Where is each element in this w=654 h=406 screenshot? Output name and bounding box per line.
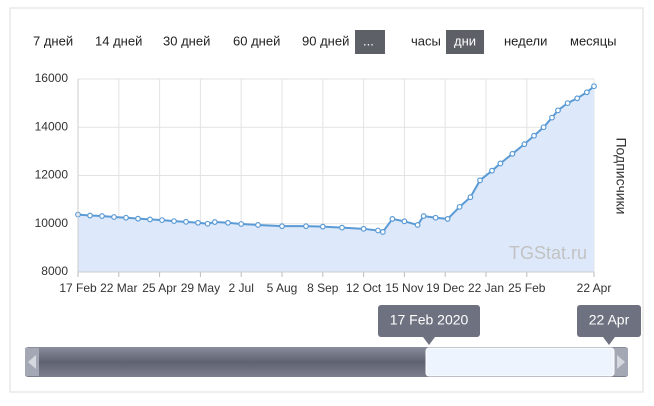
point[interactable] [444,216,451,222]
point[interactable] [87,212,93,219]
point[interactable] [489,167,495,174]
point[interactable] [555,107,561,114]
point[interactable] [238,221,245,227]
point[interactable] [521,141,528,148]
point[interactable] [360,225,367,232]
point[interactable] [414,222,421,228]
range-button[interactable]: дни [454,33,476,48]
x-tick-label: 2 Jul [229,281,254,295]
point[interactable] [319,223,326,230]
point[interactable] [420,213,427,219]
x-tick-label: 8 Sep [307,281,339,295]
y-tick-label: 8000 [41,264,68,278]
nav-start-label: 17 Feb 2020 [390,312,469,328]
y-tick-label: 14000 [35,119,69,133]
point[interactable] [135,215,141,222]
point[interactable] [574,95,581,102]
range-button[interactable]: часы [411,33,441,48]
x-tick-label: 22 Jan [468,281,504,295]
point[interactable] [123,214,129,221]
point[interactable] [583,89,590,96]
point[interactable] [147,216,153,223]
point[interactable] [531,132,537,139]
point[interactable] [564,100,571,107]
nav-end-label: 22 Apr [589,312,630,328]
point[interactable] [467,194,474,201]
range-button[interactable]: 7 дней [33,33,73,48]
point[interactable] [255,222,261,228]
range-button[interactable]: недели [504,33,547,48]
y-tick-label: 12000 [35,168,69,182]
x-tick-label: 29 May [181,281,220,295]
x-tick-label: 22 Apr [577,281,612,295]
range-button[interactable]: месяцы [570,33,617,48]
point[interactable] [497,160,504,167]
point[interactable] [432,214,439,221]
point[interactable] [171,218,177,224]
y-axis-label: Подписчики [613,137,629,214]
x-tick-label: 25 Apr [142,281,177,295]
point[interactable] [303,223,309,230]
range-button[interactable]: 90 дней [302,33,349,48]
point[interactable] [509,150,516,157]
point[interactable] [159,217,165,224]
point[interactable] [456,203,463,210]
point[interactable] [591,83,597,90]
point[interactable] [99,213,105,219]
point[interactable] [111,214,117,220]
point[interactable] [183,218,189,225]
x-tick-label: 5 Aug [267,281,298,295]
point[interactable] [225,219,231,226]
x-tick-label: 22 Mar [100,281,137,295]
point[interactable] [540,124,547,131]
range-button[interactable]: 60 дней [233,33,280,48]
nav-pointer [423,337,435,345]
point[interactable] [401,218,408,225]
point[interactable] [195,219,201,226]
nav-pointer [603,337,615,345]
x-tick-label: 17 Feb [59,281,97,295]
range-button-bg [355,30,385,54]
x-tick-label: 12 Oct [346,281,382,295]
watermark: TGStat.ru [509,243,587,263]
nav-selection[interactable] [425,347,615,377]
point[interactable] [279,223,285,230]
point[interactable] [379,229,386,235]
point[interactable] [375,227,381,234]
range-button[interactable]: 14 дней [95,33,142,48]
nav-arrow [617,355,625,369]
point[interactable] [339,224,345,231]
point[interactable] [477,177,483,184]
point[interactable] [389,216,396,222]
x-tick-label: 15 Nov [385,281,423,295]
point[interactable] [204,220,211,227]
range-button-bg [446,30,485,54]
point[interactable] [211,219,218,225]
y-tick-label: 10000 [35,216,69,230]
nav-label-box [378,305,480,337]
x-tick-label: 19 Dec [426,281,464,295]
nav-arrow [28,355,36,369]
nav-label-box [577,305,641,337]
x-tick-label: 25 Feb [508,281,546,295]
y-tick-label: 16000 [35,71,69,85]
point[interactable] [549,114,555,121]
range-button[interactable]: ... [363,33,374,48]
range-button[interactable]: 30 дней [163,33,210,48]
